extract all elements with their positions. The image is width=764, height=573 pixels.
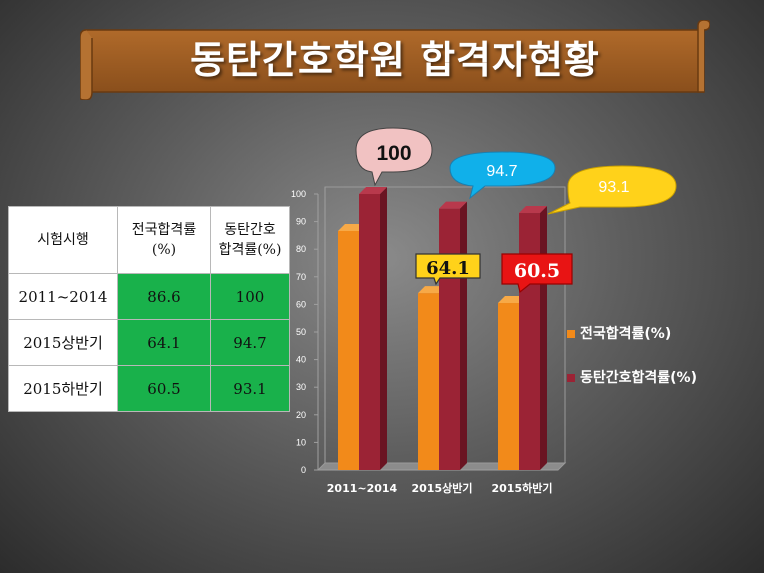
legend-swatch-dongtan	[567, 374, 575, 382]
bar-top-dongtan-0	[359, 187, 387, 194]
bar-national-0	[338, 230, 359, 470]
y-tick-label: 80	[296, 244, 306, 254]
x-tick-label: 2011~2014	[327, 482, 398, 495]
national-rate-cell: 60.5	[117, 365, 211, 412]
table-row: 2015상반기 64.1 94.7	[8, 319, 290, 366]
row-label: 2015상반기	[8, 319, 118, 366]
legend-label-dongtan: 동탄간호합격률(%)	[580, 369, 697, 386]
scroll-banner-shape	[80, 20, 710, 100]
bar-dongtan-0	[359, 194, 380, 470]
callout-label: 64.1	[426, 258, 470, 279]
y-tick-label: 90	[296, 217, 306, 227]
dongtan-rate-cell: 93.1	[210, 365, 290, 412]
legend-swatch-national	[567, 330, 575, 338]
table-header-row: 시험시행 전국합격률 (%) 동탄간호 합격률(%)	[8, 206, 290, 274]
callout-label: 93.1	[598, 179, 629, 196]
page-title: 동탄간호학원 합격자현황	[190, 38, 600, 82]
national-rate-cell: 64.1	[117, 319, 211, 366]
callout-60-5: 60.5	[501, 253, 573, 294]
bar-side-dongtan-0	[380, 187, 387, 470]
title-banner: 동탄간호학원 합격자현황	[80, 20, 710, 100]
header-cell-dongtan: 동탄간호 합격률(%)	[210, 206, 290, 274]
bar-national-1	[418, 293, 439, 470]
dongtan-rate-cell: 94.7	[210, 319, 290, 366]
bar-national-2	[498, 303, 519, 470]
callout-label: 60.5	[514, 260, 560, 282]
callout-94-7: 94.7	[449, 151, 556, 200]
y-tick-label: 40	[296, 355, 306, 365]
bar-side-dongtan-1	[460, 201, 467, 471]
y-tick-label: 100	[291, 189, 306, 199]
bar-top-dongtan-2	[519, 206, 547, 214]
legend-label-national: 전국합격률(%)	[580, 325, 671, 342]
table-row: 2015하반기 60.5 93.1	[8, 365, 290, 412]
bar-dongtan-2	[519, 213, 540, 470]
y-tick-label: 70	[296, 272, 306, 282]
header-label: 전국합격률 (%)	[131, 222, 197, 258]
x-tick-label: 2015상반기	[412, 481, 473, 495]
results-table: 시험시행 전국합격률 (%) 동탄간호 합격률(%) 2011~2014 86.…	[8, 206, 290, 412]
y-tick-label: 10	[296, 437, 306, 447]
callout-label: 94.7	[486, 163, 517, 180]
table-row: 2011~2014 86.6 100	[8, 273, 290, 320]
dongtan-rate-cell: 100	[210, 273, 290, 320]
bar-top-dongtan-1	[439, 201, 467, 209]
bar-dongtan-1	[439, 208, 460, 471]
x-tick-label: 2015하반기	[492, 481, 553, 495]
callout-64-1: 64.1	[415, 253, 481, 286]
header-label: 동탄간호 합격률(%)	[218, 222, 282, 258]
callout-100: 100	[355, 127, 433, 187]
national-rate-cell: 86.6	[117, 273, 211, 320]
y-tick-label: 30	[296, 382, 306, 392]
y-tick-label: 50	[296, 327, 306, 337]
row-label: 2015하반기	[8, 365, 118, 412]
y-tick-label: 20	[296, 410, 306, 420]
y-tick-label: 60	[296, 299, 306, 309]
header-cell-exam: 시험시행	[8, 206, 118, 274]
y-tick-label: 0	[301, 465, 306, 475]
bar-side-dongtan-2	[540, 206, 547, 470]
header-label: 시험시행	[37, 232, 89, 248]
callout-label: 100	[376, 142, 411, 165]
callout-93-1: 93.1	[547, 165, 677, 215]
row-label: 2011~2014	[8, 273, 118, 320]
